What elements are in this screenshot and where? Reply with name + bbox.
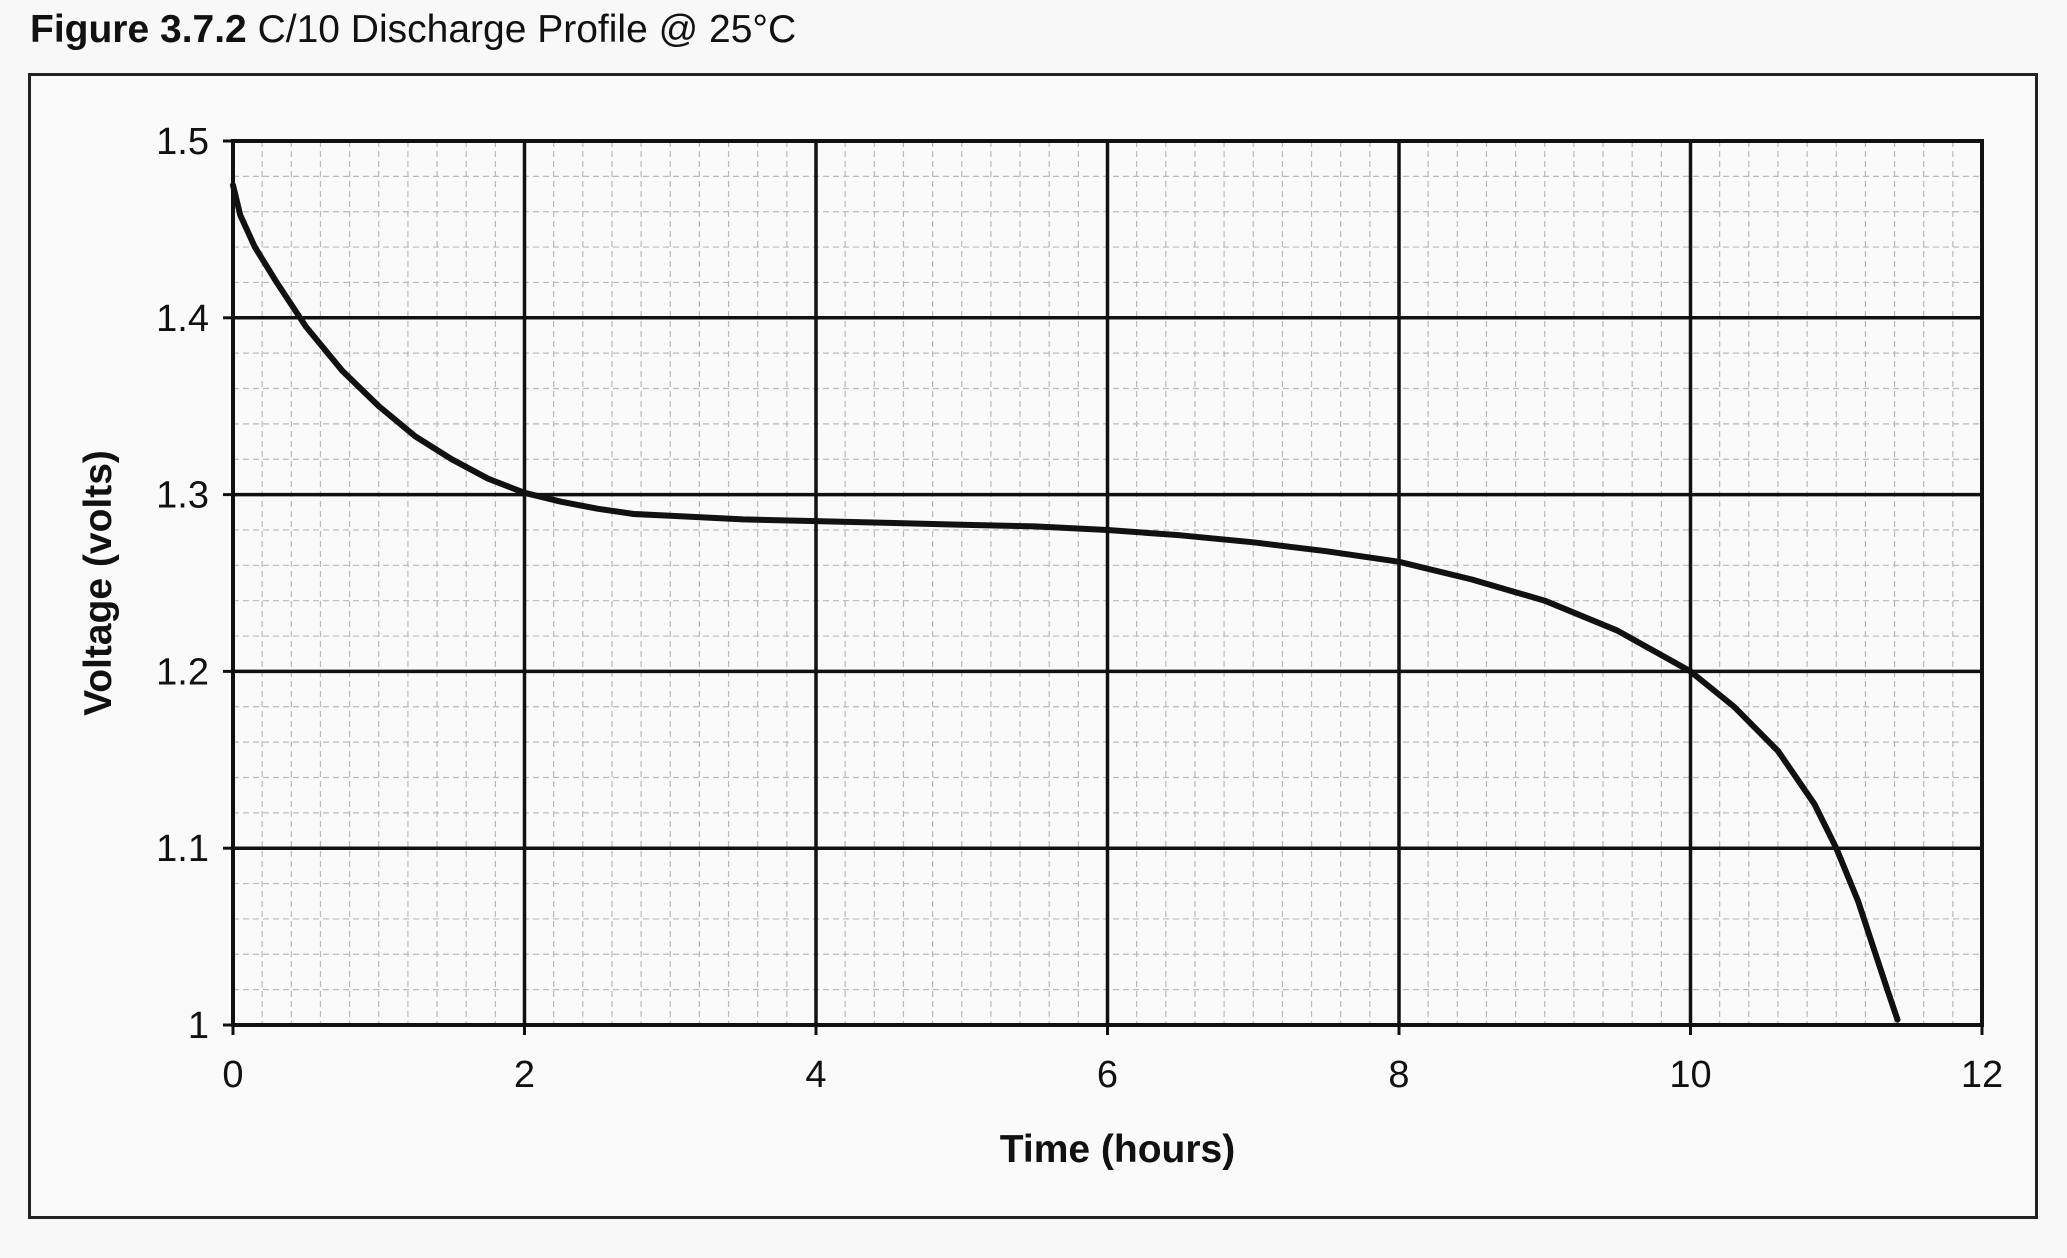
chart-frame: 0 2 4 6 8 10 12 1 1.1 1.2 1.3 1.4 1.5 Time (hours) … (28, 73, 2038, 1219)
figure-title: C/10 Discharge Profile @ 25°C (257, 8, 797, 51)
x-tick-label: 0 (222, 1054, 243, 1096)
y-tick-label: 1.2 (156, 651, 209, 693)
figure-number: Figure 3.7.2 (30, 8, 247, 51)
discharge-curve (230, 182, 1901, 1023)
y-tick-label: 1.1 (156, 828, 209, 870)
x-axis-title: Time (hours) (1000, 1128, 1235, 1171)
x-tick-label: 12 (1961, 1054, 2003, 1096)
x-tick-label: 10 (1669, 1054, 1711, 1096)
x-tick-label: 8 (1388, 1054, 1409, 1096)
y-axis-ticks: 1 1.1 1.2 1.3 1.4 1.5 (156, 121, 233, 1047)
figure-caption: Figure 3.7.2 C/10 Discharge Profile @ 25… (30, 6, 796, 54)
discharge-chart: 0 2 4 6 8 10 12 11.11.21.31.41.5 Time (hours) … (77, 121, 2003, 1171)
x-tick-label: 6 (1097, 1054, 1118, 1096)
y-tick-label: 1 (188, 1005, 209, 1047)
y-tick-label: 1.4 (156, 298, 209, 340)
x-tick-label: 4 (805, 1054, 826, 1096)
y-axis-title: Voltage (volts) (77, 450, 120, 716)
x-tick-label: 2 (514, 1054, 535, 1096)
y-tick-label: 1.3 (156, 475, 209, 517)
x-axis-ticks: 0 2 4 6 8 10 12 (222, 1025, 2003, 1096)
y-tick-label: 1.5 (156, 121, 209, 163)
